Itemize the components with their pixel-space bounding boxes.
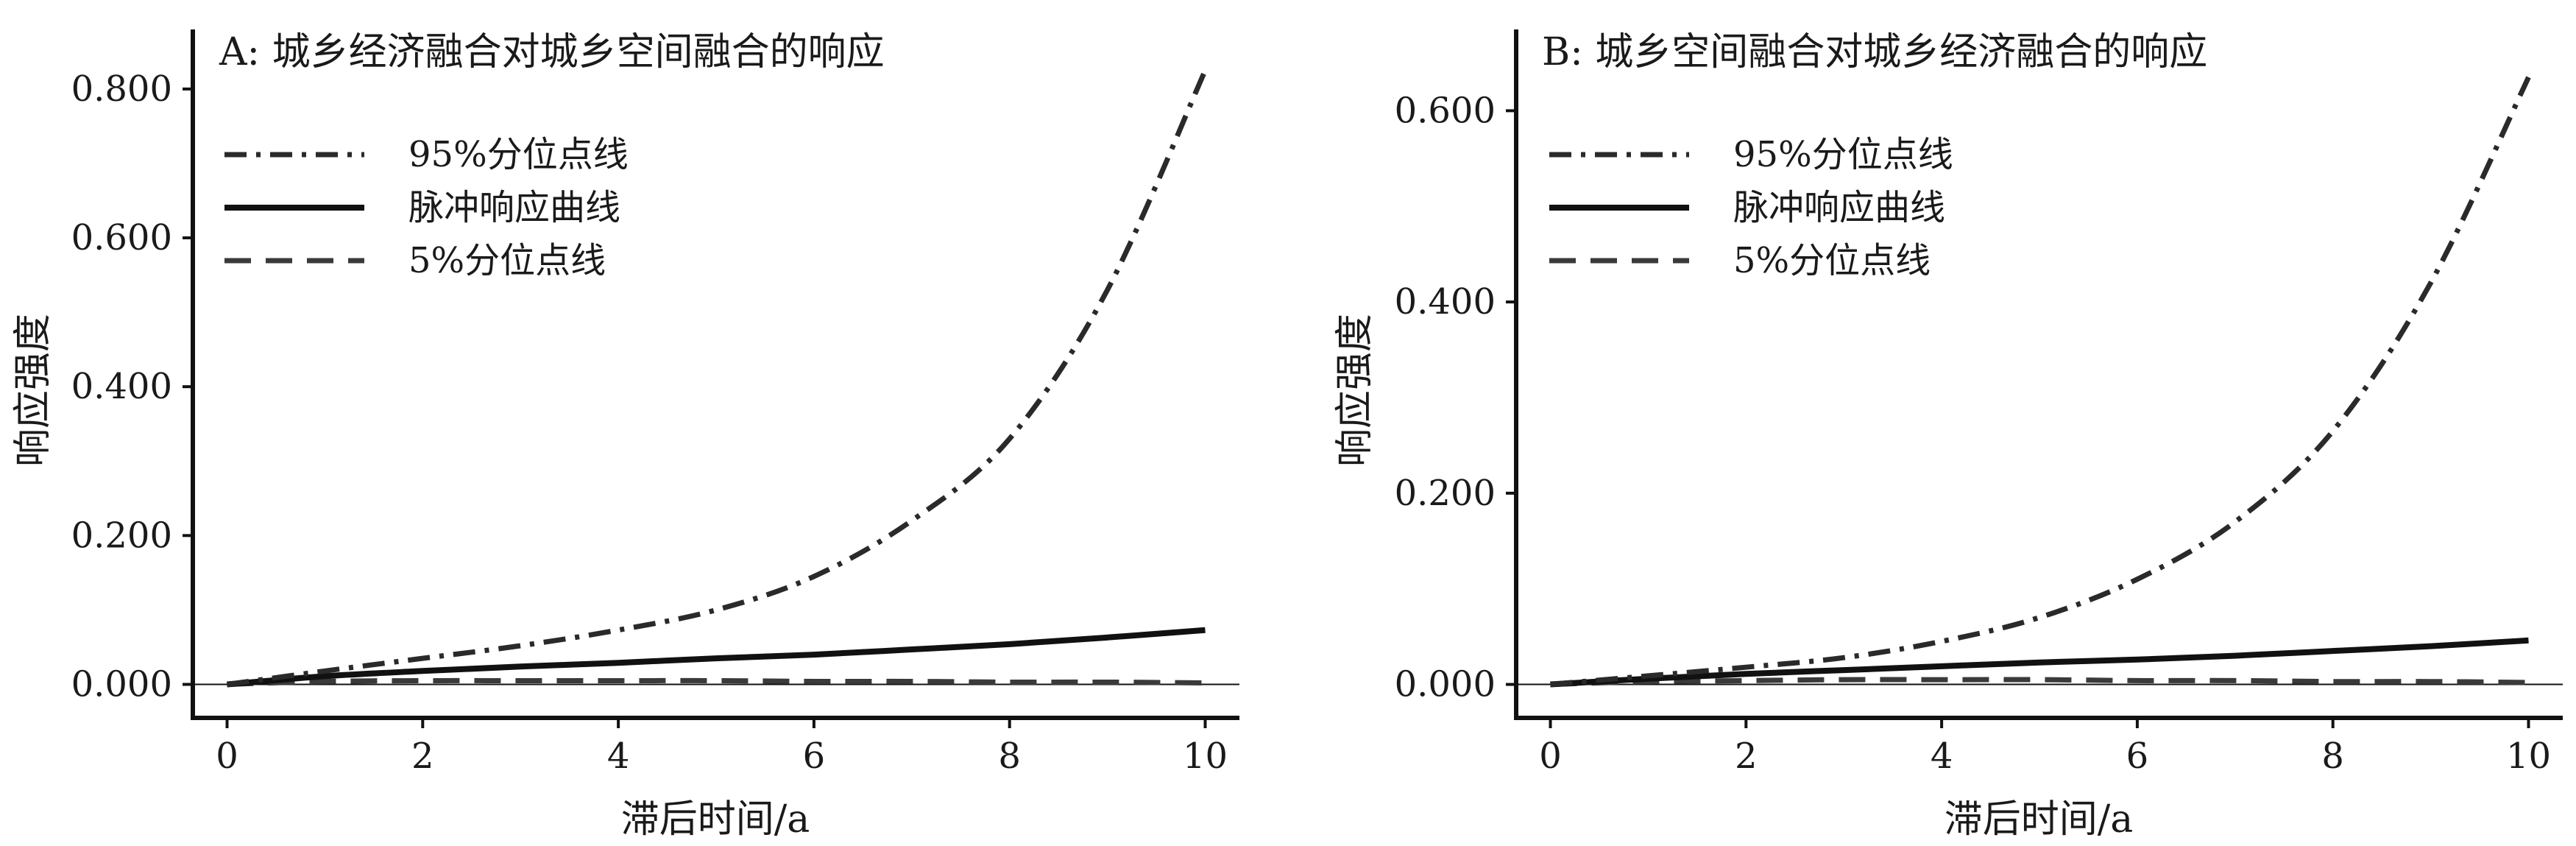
panel-a-y-tick-label: 0.600 — [71, 217, 172, 258]
panel-b-x-tick-label: 4 — [1931, 736, 1953, 777]
panel-a-y-tick-label: 0.000 — [71, 664, 172, 705]
panel-b-legend-label-5: 5%分位点线 — [1733, 240, 1931, 281]
panel-b-x-tick-label: 0 — [1539, 736, 1562, 777]
panel-a-y-tick-label: 0.200 — [71, 515, 172, 556]
panel-b-y-ticks: 0.000 0.200 0.400 0.600 — [1395, 90, 1516, 705]
panel-b-y-axis-label: 响应强度 — [1333, 314, 1377, 467]
panel-b-x-tick-label: 8 — [2321, 736, 2344, 777]
panel-a-y-tick-label: 0.400 — [71, 366, 172, 407]
panel-a-series-dashed-line — [227, 677, 1206, 687]
panel-b-x-tick-label: 10 — [2506, 736, 2551, 777]
panel-a-legend: 95%分位点线 脉冲响应曲线 5%分位点线 — [224, 134, 629, 281]
panel-b-series-solid-line — [1550, 637, 2529, 688]
panel-b-legend-label-irf: 脉冲响应曲线 — [1733, 187, 1945, 228]
panel-a-y-axis-label: 响应强度 — [11, 314, 55, 467]
panel-a-x-ticks: 0 2 4 6 8 10 — [216, 718, 1228, 777]
panel-b-series-dashed-line — [1550, 677, 2529, 687]
panel-b-y-tick-label: 0.000 — [1395, 664, 1496, 705]
panel-a-y-ticks: 0.000 0.200 0.400 0.600 0.800 — [71, 68, 193, 705]
panel-b-x-tick-label: 2 — [1735, 736, 1758, 777]
panel-a-x-tick-label: 4 — [607, 736, 630, 777]
panel-b-y-tick-label: 0.200 — [1395, 473, 1496, 514]
panel-a-series-dashdot-line — [227, 69, 1208, 687]
panel-a-series-solid-line — [227, 627, 1206, 688]
panel-b-y-tick-label: 0.400 — [1395, 281, 1496, 322]
panel-b-series — [1550, 76, 2531, 688]
panel-b-series-dashdot-line — [1550, 76, 2531, 687]
panel-a-x-tick-label: 6 — [803, 736, 826, 777]
panel-b-legend: 95%分位点线 脉冲响应曲线 5%分位点线 — [1549, 134, 1953, 281]
panel-a-legend-label-95: 95%分位点线 — [408, 134, 629, 175]
panel-b: 0.000 0.200 0.400 0.600 0 2 4 6 8 10 B: 城乡空间融合对城… — [1333, 29, 2563, 842]
panel-a-legend-label-5: 5%分位点线 — [408, 240, 606, 281]
panel-a-x-axis-label: 滞后时间/a — [621, 797, 810, 842]
panel-a-y-tick-label: 0.800 — [71, 68, 172, 110]
panel-a: 0.000 0.200 0.400 0.600 0.800 0 2 4 6 8 10 A: 城乡经… — [11, 29, 1239, 842]
panel-a-series — [227, 69, 1208, 688]
panel-a-x-tick-label: 8 — [998, 736, 1021, 777]
panel-a-legend-label-irf: 脉冲响应曲线 — [408, 187, 620, 228]
panel-b-x-ticks: 0 2 4 6 8 10 — [1539, 718, 2551, 777]
panel-a-x-tick-label: 10 — [1183, 736, 1228, 777]
panel-b-y-tick-label: 0.600 — [1395, 90, 1496, 131]
panel-b-x-tick-label: 6 — [2126, 736, 2149, 777]
panel-a-x-tick-label: 0 — [216, 736, 238, 777]
panel-a-x-tick-label: 2 — [411, 736, 434, 777]
panel-a-title: A: 城乡经济融合对城乡空间融合的响应 — [219, 30, 885, 74]
panel-b-legend-label-95: 95%分位点线 — [1733, 134, 1953, 175]
panel-b-title: B: 城乡空间融合对城乡经济融合的响应 — [1542, 30, 2207, 74]
panel-b-x-axis-label: 滞后时间/a — [1945, 797, 2134, 842]
